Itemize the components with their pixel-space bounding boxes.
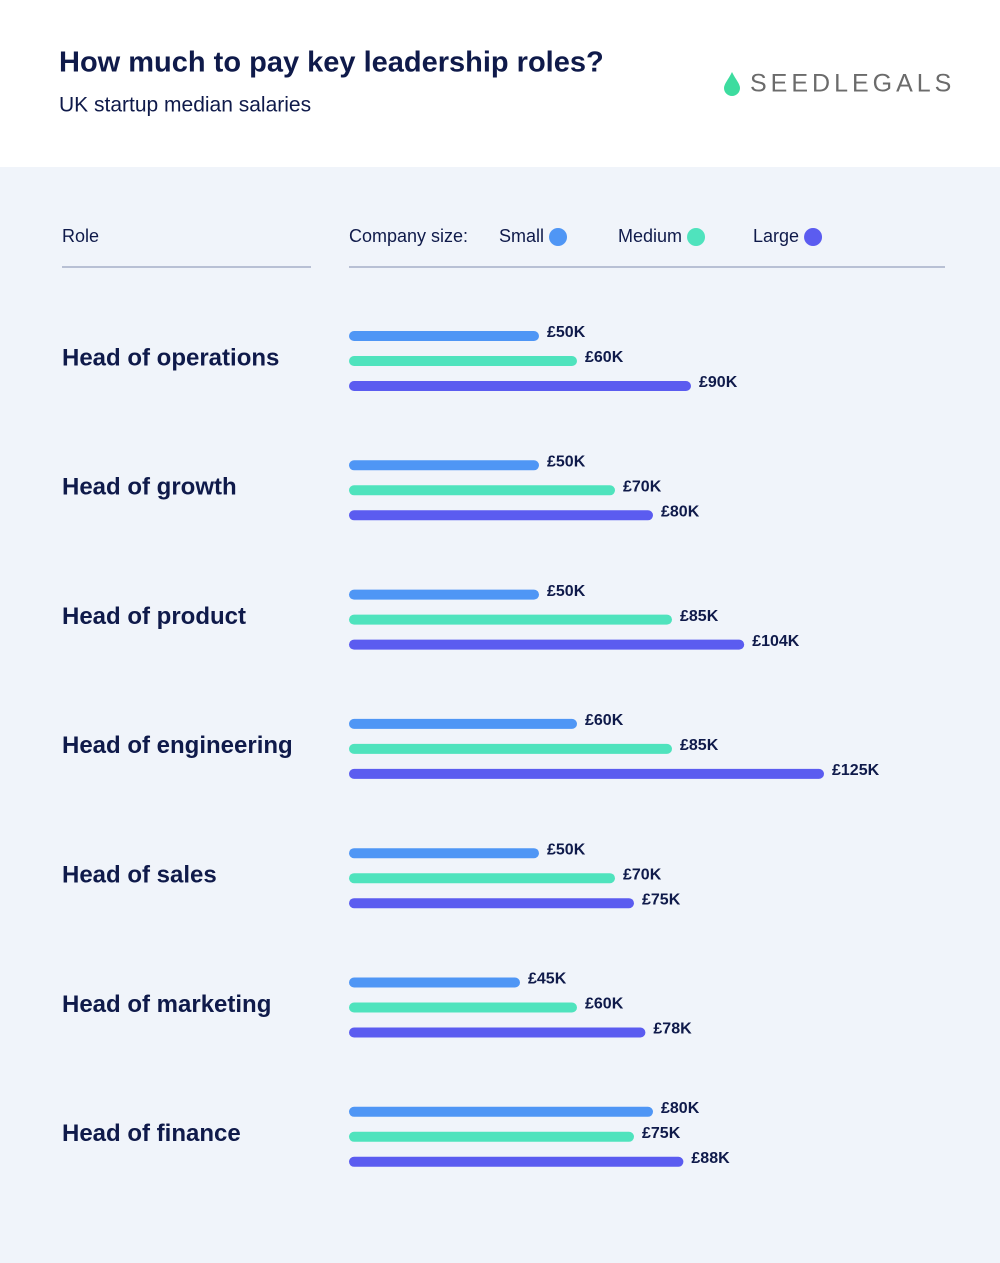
value-label: £85K [680, 608, 719, 625]
category-label: Head of engineering [62, 732, 293, 759]
bar [349, 743, 672, 754]
legend-label: Medium [618, 226, 682, 246]
bar [349, 331, 539, 341]
value-label: £60K [585, 712, 624, 729]
value-label: £45K [528, 971, 567, 988]
value-label: £88K [691, 1150, 730, 1167]
bar [349, 1106, 653, 1117]
bar [349, 614, 672, 625]
header-background [0, 0, 1000, 167]
value-label: £70K [623, 479, 662, 496]
category-label: Head of growth [62, 474, 237, 501]
bar [349, 639, 745, 650]
value-label: £60K [585, 996, 624, 1013]
value-label: £90K [699, 374, 738, 391]
value-label: £75K [642, 891, 681, 908]
value-label: £80K [661, 504, 700, 521]
bar [349, 510, 653, 521]
bar [349, 718, 577, 729]
value-label: £70K [623, 866, 662, 883]
value-label: £104K [752, 633, 800, 650]
category-label: Head of marketing [62, 991, 271, 1018]
bar [349, 873, 615, 884]
legend-label: Small [499, 226, 544, 246]
logo: SEEDLEGALS [750, 70, 955, 98]
category-label: Head of operations [62, 344, 279, 371]
category-label: Head of finance [62, 1120, 241, 1147]
bar [349, 1156, 684, 1167]
bar [349, 1002, 577, 1013]
logo-icon [724, 72, 740, 96]
legend-swatch [687, 228, 706, 246]
value-label: £78K [653, 1021, 692, 1038]
value-label: £50K [547, 454, 586, 471]
value-label: £50K [547, 324, 586, 341]
chart-title: How much to pay key leadership roles? [59, 47, 604, 79]
chart-background [0, 167, 1000, 1263]
value-label: £50K [547, 583, 586, 600]
value-label: £50K [547, 841, 586, 858]
bar [349, 356, 577, 366]
bar [349, 768, 824, 779]
bar [349, 898, 634, 909]
legend-swatch [549, 228, 568, 246]
bar [349, 460, 539, 471]
category-label: Head of product [62, 603, 246, 630]
value-label: £125K [832, 762, 880, 779]
category-header: Role [62, 226, 99, 246]
chart-subtitle: UK startup median salaries [59, 94, 311, 117]
legend-title: Company size: [349, 226, 468, 246]
value-label: £80K [661, 1100, 700, 1117]
legend-label: Large [753, 226, 799, 246]
bar [349, 848, 539, 859]
category-label: Head of sales [62, 862, 217, 889]
bar [349, 589, 539, 600]
legend-swatch [804, 228, 823, 246]
bar [349, 1131, 634, 1142]
bar [349, 381, 691, 391]
bar [349, 1027, 646, 1038]
value-label: £75K [642, 1125, 681, 1142]
value-label: £60K [585, 349, 624, 366]
bar [349, 977, 520, 988]
value-label: £85K [680, 737, 719, 754]
bar [349, 485, 615, 496]
